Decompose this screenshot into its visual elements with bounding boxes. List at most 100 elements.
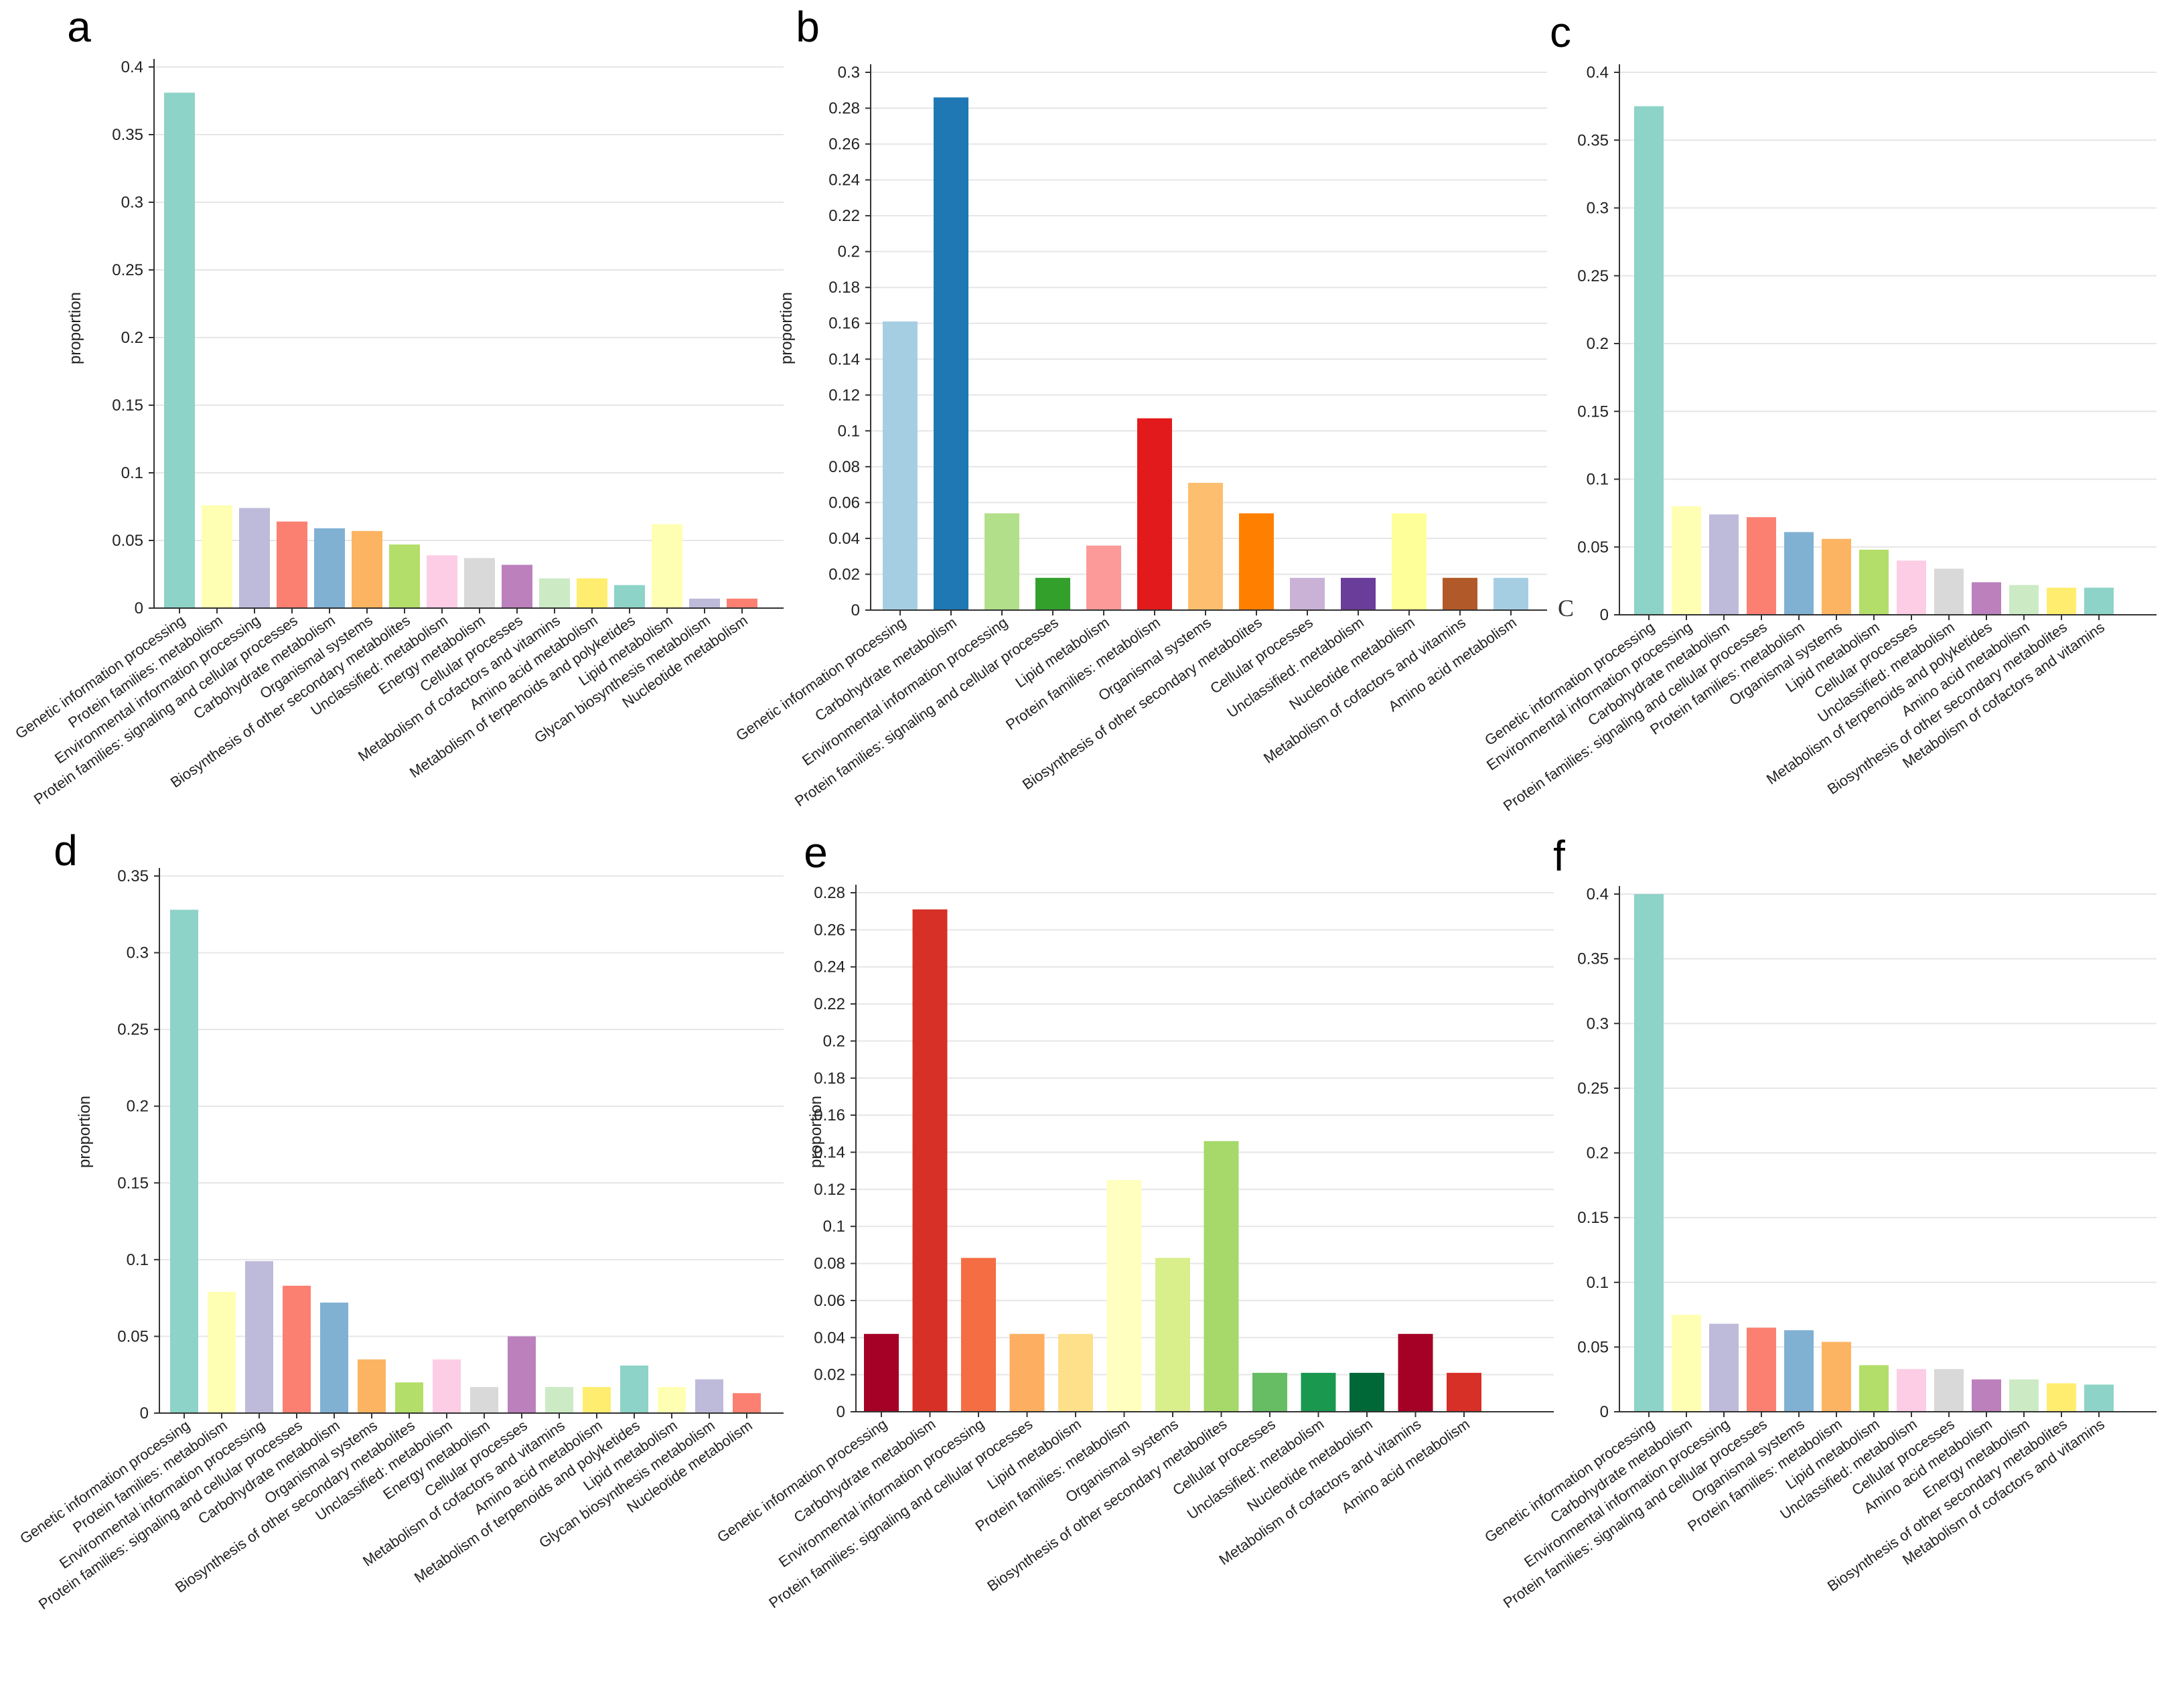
y-tick-label: 0.12 — [814, 1181, 845, 1199]
bar-11 — [2009, 1380, 2039, 1412]
bar-6 — [1137, 419, 1172, 610]
bar-11 — [1392, 513, 1427, 610]
bar-14 — [658, 1387, 686, 1413]
bar-15 — [689, 599, 720, 608]
y-tick-label: 0.08 — [814, 1255, 845, 1273]
y-tick-label: 0.02 — [828, 565, 860, 583]
y-tick-label: 0.4 — [1587, 64, 1609, 82]
bar-7 — [1859, 1365, 1889, 1412]
bar-8 — [1897, 561, 1926, 615]
bar-4 — [277, 522, 307, 608]
y-tick-label: 0.3 — [121, 194, 143, 212]
bar-2 — [202, 505, 232, 608]
bar-13 — [1447, 1373, 1481, 1412]
y-tick-label: 0.15 — [117, 1174, 149, 1192]
bar-16 — [733, 1393, 761, 1413]
bar-1 — [1634, 106, 1664, 615]
y-tick-label: 0.1 — [1587, 471, 1609, 489]
bar-6 — [1107, 1180, 1142, 1412]
y-tick-label: 0.22 — [828, 207, 860, 225]
y-tick-label: 0.35 — [1577, 950, 1609, 968]
y-tick-label: 0.26 — [828, 135, 860, 153]
y-tick-label: 0.1 — [823, 1218, 845, 1236]
bar-13 — [2084, 588, 2114, 615]
bar-8 — [1204, 1141, 1239, 1412]
y-tick-label: 0.4 — [1587, 885, 1609, 903]
bar-9 — [470, 1387, 498, 1413]
y-tick-label: 0 — [851, 601, 860, 619]
y-tick-label: 0.1 — [1587, 1274, 1609, 1292]
bar-4 — [1747, 517, 1776, 615]
y-tick-label: 0.35 — [117, 867, 149, 885]
bar-8 — [427, 555, 457, 608]
panel-letter: e — [804, 828, 828, 877]
y-tick-label: 0.2 — [121, 329, 143, 347]
bar-5 — [1784, 1330, 1814, 1412]
y-tick-label: 0.05 — [117, 1327, 149, 1345]
bar-10 — [508, 1336, 536, 1413]
bar-14 — [652, 524, 682, 608]
y-tick-label: 0 — [140, 1404, 149, 1422]
panel-letter: c — [1550, 8, 1571, 56]
bar-6 — [352, 531, 382, 608]
y-tick-label: 0.35 — [1577, 131, 1609, 149]
panel-letter: a — [67, 3, 91, 51]
bar-4 — [1747, 1327, 1776, 1412]
bar-15 — [695, 1380, 723, 1413]
bar-13 — [2084, 1384, 2114, 1412]
bar-9 — [1290, 578, 1325, 610]
bar-11 — [539, 579, 570, 608]
panel-letter: d — [54, 826, 78, 875]
y-tick-label: 0.1 — [838, 422, 860, 440]
y-tick-label: 0 — [1600, 1403, 1609, 1421]
bar-5 — [1086, 546, 1121, 610]
bar-12 — [1398, 1334, 1433, 1412]
bar-1 — [170, 909, 198, 1413]
y-axis-label: proportion — [807, 1096, 825, 1168]
y-tick-label: 0.15 — [112, 396, 143, 415]
y-tick-label: 0.08 — [828, 458, 860, 476]
y-tick-label: 0.05 — [1577, 538, 1609, 557]
bar-10 — [502, 565, 532, 608]
bar-13 — [620, 1366, 648, 1413]
bar-9 — [1252, 1373, 1287, 1412]
bar-8 — [433, 1360, 461, 1413]
figure-panels: a 0 0.05 0.1 0.15 0.2 0.25 0.3 0.35 0.4 proportion… — [0, 0, 2184, 1685]
y-tick-label: 0 — [836, 1403, 845, 1421]
chart-panel-d: d00.050.10.150.20.250.30.35proportionGen… — [17, 826, 784, 1613]
bar-2 — [1672, 1315, 1701, 1412]
bar-2 — [913, 909, 948, 1412]
y-tick-label: 0.28 — [828, 100, 860, 118]
y-tick-label: 0.2 — [1587, 1145, 1609, 1163]
bar-8 — [1897, 1369, 1926, 1412]
y-tick-label: 0.25 — [1577, 1080, 1609, 1098]
y-tick-label: 0.3 — [127, 944, 149, 962]
bar-6 — [1822, 1342, 1851, 1412]
y-tick-label: 0.3 — [1587, 200, 1609, 218]
y-tick-label: 0.26 — [814, 921, 845, 939]
bar-3 — [239, 508, 270, 608]
bar-12 — [583, 1387, 611, 1413]
y-axis-label: proportion — [778, 292, 796, 364]
x-category-label: Environmental information processing — [776, 1416, 987, 1571]
bar-3 — [245, 1261, 273, 1413]
y-tick-label: 0.06 — [814, 1292, 845, 1310]
y-tick-label: 0.15 — [1577, 402, 1609, 421]
y-tick-label: 0.22 — [814, 995, 845, 1013]
y-tick-label: 0 — [135, 599, 143, 617]
bar-12 — [577, 579, 607, 608]
bar-2 — [934, 97, 968, 610]
y-tick-label: 0.3 — [838, 64, 860, 82]
y-tick-label: 0.05 — [1577, 1338, 1609, 1356]
bar-9 — [1934, 1369, 1964, 1412]
y-axis-label: proportion — [66, 292, 84, 364]
panel-letter: f — [1553, 832, 1565, 880]
bar-7 — [389, 544, 420, 608]
bar-8 — [1239, 513, 1274, 610]
chart-panel-b: b 0 0.02 0.04 0.06 0.08 0.1 0.12 0.14 0.16 0.18 0.2… — [733, 3, 1547, 810]
bar-7 — [395, 1382, 423, 1413]
bar-6 — [1822, 539, 1851, 615]
y-tick-label: 0.28 — [814, 884, 845, 902]
bar-11 — [545, 1387, 573, 1413]
